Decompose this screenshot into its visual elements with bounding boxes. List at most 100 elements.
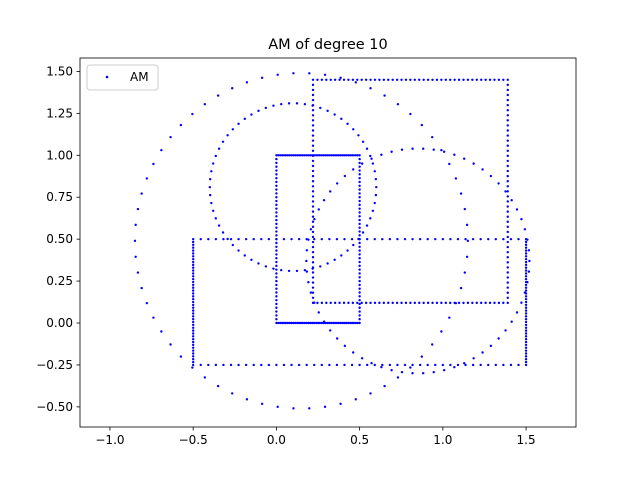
data-point (524, 277, 528, 281)
data-point (288, 321, 291, 325)
data-point (488, 78, 492, 82)
data-point (444, 301, 447, 305)
data-point (152, 162, 155, 166)
data-point (299, 321, 303, 325)
data-point (426, 363, 429, 367)
data-point (524, 275, 528, 278)
data-point (325, 78, 328, 82)
data-point (191, 312, 195, 315)
data-point (207, 237, 210, 241)
data-point (358, 283, 361, 287)
data-point (354, 81, 358, 84)
y-tick-label: −0.25 (36, 358, 73, 372)
data-point (422, 301, 425, 305)
data-point (524, 358, 528, 361)
data-point (471, 301, 474, 305)
data-point (319, 106, 322, 110)
data-point (403, 237, 407, 241)
data-point (275, 199, 278, 203)
data-point (290, 363, 293, 367)
data-point (524, 280, 528, 284)
data-point (320, 154, 323, 157)
data-point (311, 93, 315, 97)
data-point (378, 301, 381, 305)
data-point (431, 343, 434, 346)
legend: AM (86, 64, 159, 91)
data-point (509, 363, 513, 367)
data-point (506, 266, 509, 269)
data-point (275, 287, 278, 290)
data-point (431, 135, 434, 139)
data-point (323, 405, 327, 409)
data-point (297, 321, 301, 325)
data-point (319, 265, 322, 268)
data-point (320, 78, 324, 82)
data-point (388, 363, 392, 367)
data-point (506, 195, 509, 198)
data-point (454, 177, 458, 180)
data-point (275, 291, 278, 294)
data-point (506, 230, 509, 234)
data-point (339, 321, 342, 325)
data-point (311, 301, 315, 305)
data-point (506, 78, 509, 82)
data-point (191, 326, 195, 329)
data-point (341, 321, 344, 325)
data-point (358, 173, 361, 176)
data-point (506, 235, 509, 239)
data-point (191, 249, 195, 252)
data-point (502, 78, 505, 82)
data-point (237, 363, 240, 367)
data-point (488, 301, 492, 305)
data-point (267, 363, 271, 367)
data-point (358, 295, 361, 298)
data-point (487, 363, 490, 367)
data-point (322, 198, 326, 202)
data-point (260, 363, 263, 367)
data-point (506, 88, 509, 92)
data-point (311, 296, 315, 300)
data-point (373, 201, 376, 205)
data-point (275, 302, 278, 306)
data-point (217, 147, 221, 150)
data-point (369, 392, 372, 395)
data-point (435, 301, 439, 305)
data-point (524, 306, 528, 309)
data-point (222, 237, 225, 241)
data-point (466, 239, 470, 243)
data-point (356, 321, 359, 325)
data-point (356, 301, 359, 305)
data-point (275, 249, 278, 252)
data-point (275, 226, 278, 229)
data-point (343, 174, 347, 178)
data-point (191, 323, 195, 327)
data-point (465, 255, 469, 258)
data-point (297, 154, 301, 157)
data-point (320, 363, 323, 367)
data-point (524, 363, 528, 367)
data-point (342, 78, 346, 82)
data-point (275, 215, 278, 218)
data-point (237, 122, 240, 125)
data-point (328, 237, 331, 241)
data-point (191, 286, 195, 289)
data-point (311, 256, 315, 259)
data-point (464, 237, 467, 241)
data-point (524, 326, 528, 329)
data-point (250, 113, 253, 116)
data-point (191, 272, 195, 275)
data-point (506, 185, 509, 188)
data-point (524, 318, 528, 321)
data-point (191, 255, 195, 258)
data-point (214, 237, 218, 241)
data-point (506, 205, 509, 208)
data-point (307, 281, 310, 284)
data-point (311, 109, 315, 112)
data-point (506, 250, 509, 254)
data-point (333, 78, 337, 82)
data-point (275, 188, 278, 191)
data-point (444, 78, 447, 82)
data-point (311, 139, 315, 142)
data-point (191, 340, 195, 344)
data-point (347, 78, 350, 82)
